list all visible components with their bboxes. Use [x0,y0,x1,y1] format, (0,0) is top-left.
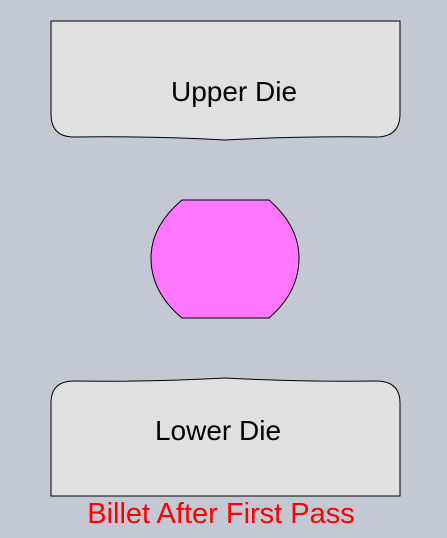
billet-shape [150,199,300,319]
diagram-caption: Billet After First Pass [87,498,355,530]
lower-die-shape [50,377,401,497]
upper-die-label: Upper Die [171,76,297,107]
billet [150,199,300,319]
upper-die: Upper Die [50,20,401,141]
lower-die-label: Lower Die [155,415,281,446]
upper-die-shape [50,20,401,141]
lower-die: Lower Die [50,377,401,497]
